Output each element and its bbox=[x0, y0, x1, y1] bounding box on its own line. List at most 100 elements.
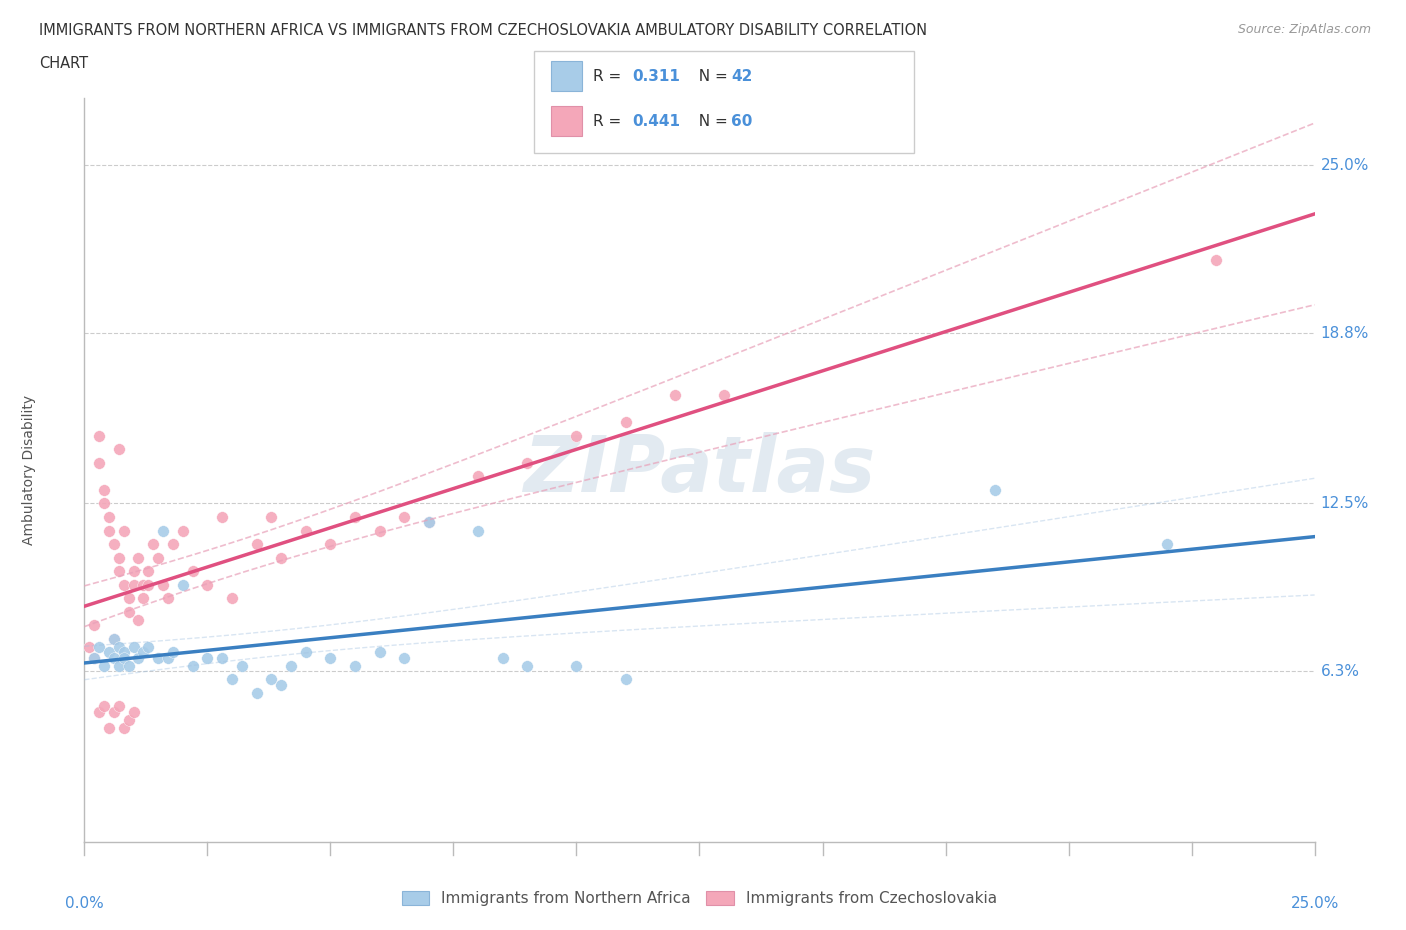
Point bbox=[122, 578, 145, 592]
Text: Source: ZipAtlas.com: Source: ZipAtlas.com bbox=[1237, 23, 1371, 36]
Point bbox=[211, 650, 233, 665]
Text: 25.0%: 25.0% bbox=[1291, 896, 1339, 910]
Point bbox=[221, 591, 243, 605]
Text: R =: R = bbox=[593, 69, 627, 84]
Point bbox=[172, 578, 194, 592]
Point bbox=[87, 429, 111, 444]
Point bbox=[93, 496, 115, 511]
Text: 12.5%: 12.5% bbox=[1320, 496, 1369, 511]
Point bbox=[103, 631, 125, 646]
Point bbox=[162, 537, 184, 551]
Point bbox=[128, 650, 150, 665]
Point bbox=[231, 658, 253, 673]
Point bbox=[122, 640, 145, 655]
Point bbox=[122, 704, 145, 719]
Point bbox=[79, 640, 101, 655]
Point bbox=[157, 591, 180, 605]
Point bbox=[132, 591, 155, 605]
Point bbox=[1205, 253, 1227, 268]
Point bbox=[295, 523, 318, 538]
Point bbox=[98, 721, 120, 736]
Point bbox=[112, 644, 135, 659]
Legend: Immigrants from Northern Africa, Immigrants from Czechoslovakia: Immigrants from Northern Africa, Immigra… bbox=[395, 885, 1004, 912]
Point bbox=[260, 671, 283, 686]
Point bbox=[112, 523, 135, 538]
Point bbox=[103, 704, 125, 719]
Point bbox=[138, 640, 160, 655]
Point bbox=[565, 658, 588, 673]
Point bbox=[118, 712, 141, 727]
Text: N =: N = bbox=[689, 113, 733, 128]
Point bbox=[1156, 537, 1178, 551]
Point bbox=[98, 523, 120, 538]
Point bbox=[157, 650, 180, 665]
Point bbox=[467, 469, 489, 484]
Point bbox=[246, 537, 269, 551]
Point bbox=[108, 640, 131, 655]
Point bbox=[713, 388, 735, 403]
Text: 42: 42 bbox=[731, 69, 752, 84]
Point bbox=[83, 618, 105, 632]
Point bbox=[87, 704, 111, 719]
Point bbox=[221, 671, 243, 686]
Point bbox=[394, 510, 416, 525]
Point bbox=[467, 523, 489, 538]
Point bbox=[103, 650, 125, 665]
Point bbox=[280, 658, 302, 673]
Point bbox=[142, 537, 165, 551]
Point bbox=[112, 650, 135, 665]
Point bbox=[108, 442, 131, 457]
Point bbox=[98, 510, 120, 525]
Point bbox=[103, 537, 125, 551]
Point bbox=[197, 578, 219, 592]
Point bbox=[93, 483, 115, 498]
Point bbox=[344, 510, 367, 525]
Text: 0.0%: 0.0% bbox=[65, 896, 104, 910]
Point bbox=[344, 658, 367, 673]
Text: Ambulatory Disability: Ambulatory Disability bbox=[22, 394, 37, 545]
Point bbox=[132, 578, 155, 592]
Point bbox=[270, 551, 292, 565]
Point bbox=[112, 721, 135, 736]
Point bbox=[394, 650, 416, 665]
Point bbox=[197, 650, 219, 665]
Point bbox=[368, 644, 391, 659]
Point bbox=[122, 564, 145, 578]
Point bbox=[418, 515, 440, 530]
Point bbox=[87, 640, 111, 655]
Point bbox=[260, 510, 283, 525]
Point bbox=[148, 551, 170, 565]
Point bbox=[295, 644, 318, 659]
Text: IMMIGRANTS FROM NORTHERN AFRICA VS IMMIGRANTS FROM CZECHOSLOVAKIA AMBULATORY DIS: IMMIGRANTS FROM NORTHERN AFRICA VS IMMIG… bbox=[39, 23, 928, 38]
Point bbox=[138, 578, 160, 592]
Point bbox=[516, 456, 538, 471]
Text: ZIPatlas: ZIPatlas bbox=[523, 432, 876, 508]
Point bbox=[152, 578, 174, 592]
Point bbox=[118, 604, 141, 619]
Point bbox=[108, 551, 131, 565]
Point bbox=[108, 658, 131, 673]
Point bbox=[108, 564, 131, 578]
Point bbox=[112, 578, 135, 592]
Point bbox=[98, 644, 120, 659]
Point bbox=[148, 650, 170, 665]
Point bbox=[118, 658, 141, 673]
Text: 18.8%: 18.8% bbox=[1320, 326, 1369, 340]
Point bbox=[614, 415, 637, 430]
Point bbox=[181, 658, 204, 673]
Point bbox=[152, 523, 174, 538]
Point bbox=[368, 523, 391, 538]
Point bbox=[270, 677, 292, 692]
Point bbox=[138, 564, 160, 578]
Point bbox=[565, 429, 588, 444]
Text: N =: N = bbox=[689, 69, 733, 84]
Point bbox=[984, 483, 1007, 498]
Point bbox=[93, 699, 115, 714]
Point bbox=[83, 650, 105, 665]
Point bbox=[128, 551, 150, 565]
Text: 6.3%: 6.3% bbox=[1320, 664, 1360, 679]
Text: CHART: CHART bbox=[39, 56, 89, 71]
Point bbox=[162, 644, 184, 659]
Text: 0.441: 0.441 bbox=[633, 113, 681, 128]
Point bbox=[246, 685, 269, 700]
